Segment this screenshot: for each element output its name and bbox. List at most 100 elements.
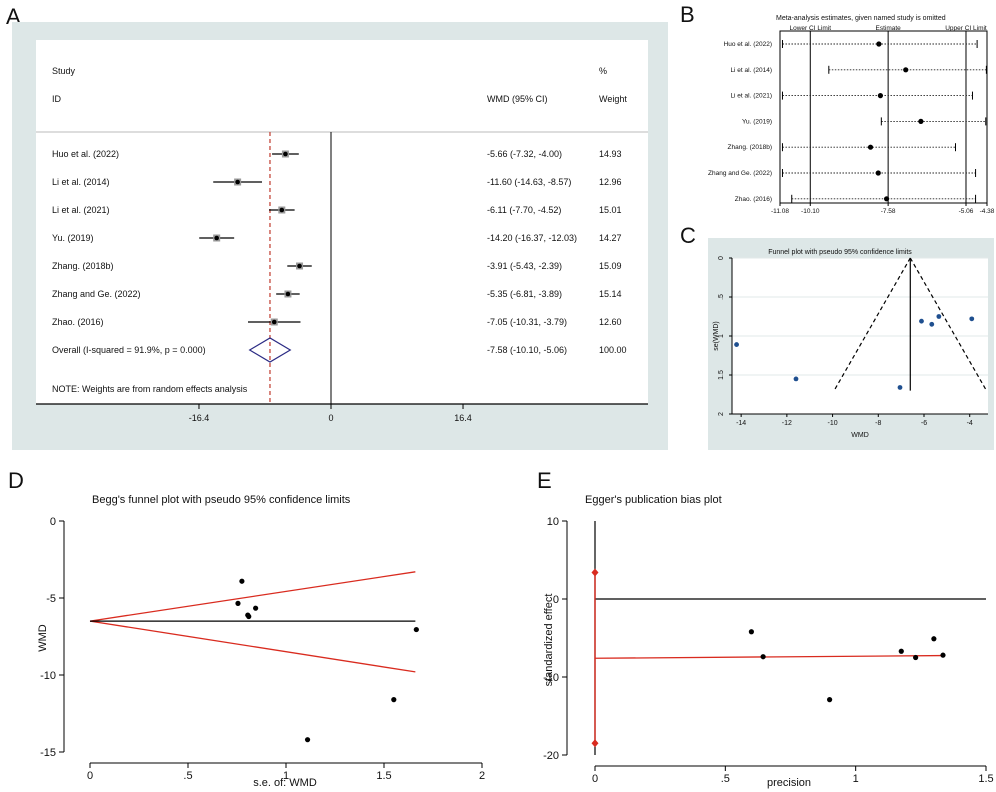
funnel-point	[734, 342, 739, 347]
panel-label-d: D	[8, 468, 24, 493]
panel-a: A Study ID WMD (95% CI) % Weight Huo et …	[6, 4, 668, 450]
begg-point	[239, 578, 245, 584]
lower-limit-line	[89, 620, 416, 673]
sensitivity-study-label: Zhang. (2018b)	[728, 144, 772, 151]
panel-b: B Meta-analysis estimates, given named s…	[680, 2, 995, 215]
y-tick-label: 10	[547, 516, 559, 528]
y-tick-label: 1	[718, 334, 725, 338]
intercept-ci-marker	[591, 568, 599, 577]
study-weight: 12.60	[599, 317, 622, 327]
x-tick-label: -7.58	[881, 208, 896, 215]
study-point	[235, 179, 240, 185]
x-tick-label: -4.38	[980, 208, 995, 215]
x-axis-title: s.e. of: WMD	[253, 777, 317, 789]
forest-x-axis: -16.4 0 16.4	[36, 403, 648, 423]
x-tick-label: 1	[283, 770, 289, 782]
panel-label-b: B	[680, 2, 695, 27]
study-point	[279, 207, 285, 213]
study-label: Zhao. (2016)	[52, 317, 104, 327]
study-weight: 14.27	[599, 233, 622, 243]
study-point	[271, 319, 277, 325]
study-weight: 14.93	[599, 149, 622, 159]
study-ci-text: -7.05 (-10.31, -3.79)	[487, 317, 567, 327]
study-label: Zhang and Ge. (2022)	[52, 289, 141, 299]
estimate-label: Estimate	[875, 25, 901, 32]
x-tick-label: -4	[967, 420, 973, 427]
study-ci-text: -14.20 (-16.37, -12.03)	[487, 233, 577, 243]
y-tick-label: 0	[553, 594, 559, 606]
y-axis-title: standardized effect	[543, 594, 555, 687]
study-weight: 15.09	[599, 261, 622, 271]
sensitivity-point	[903, 67, 909, 73]
header-wmd: WMD (95% CI)	[487, 94, 548, 104]
y-tick-label: -10	[40, 670, 56, 682]
y-tick-label: 0	[718, 256, 725, 260]
study-label: Li et al. (2021)	[52, 205, 110, 215]
lower-ci-label: Lower CI Limit	[790, 25, 832, 32]
study-point	[297, 263, 302, 269]
x-tick-label: 2	[479, 770, 485, 782]
y-tick-label: -5	[46, 593, 56, 605]
funnel-right-limit	[909, 257, 987, 391]
y-tick-label: .5	[718, 294, 725, 300]
funnel-point	[929, 321, 935, 327]
study-ci-text: -11.60 (-14.63, -8.57)	[487, 177, 571, 187]
y-axis-title: WMD	[37, 624, 49, 652]
egger-point	[760, 654, 766, 660]
x-tick-label: 1.5	[376, 770, 391, 782]
study-ci-text: -3.91 (-5.43, -2.39)	[487, 261, 562, 271]
x-tick-label: -8	[875, 420, 881, 427]
x-axis-title: WMD	[851, 432, 869, 439]
egger-point	[827, 697, 833, 703]
egger-point	[898, 648, 904, 654]
begg-point	[391, 697, 397, 703]
sensitivity-title: Meta-analysis estimates, given named stu…	[776, 15, 946, 22]
funnel-title: Funnel plot with pseudo 95% confidence l…	[768, 249, 912, 256]
sensitivity-point	[918, 118, 924, 124]
panel-d: D Begg's funnel plot with pseudo 95% con…	[8, 468, 485, 789]
panel-label-c: C	[680, 223, 696, 248]
x-tick-label: -12	[782, 420, 792, 427]
x-tick-label: -6	[921, 420, 927, 427]
sensitivity-point	[883, 196, 890, 202]
x-tick-label: 1.5	[978, 773, 993, 785]
egger-point	[940, 652, 946, 658]
x-tick-label: 0	[592, 773, 598, 785]
funnel-point	[969, 316, 975, 322]
begg-point	[235, 600, 241, 606]
study-ci-text: -6.11 (-7.70, -4.52)	[487, 205, 561, 215]
x-tick-label: .5	[183, 770, 192, 782]
study-label: Yu. (2019)	[52, 233, 94, 243]
sensitivity-plot: Lower CI Limit Estimate Upper CI Limit Huo …	[708, 25, 995, 215]
sensitivity-study-label: Zhao. (2016)	[735, 196, 772, 203]
study-weight: 15.14	[599, 289, 622, 299]
x-tick-label: -11.08	[771, 208, 789, 215]
y-tick-label: -15	[40, 747, 56, 759]
study-label: Li et al. (2014)	[52, 177, 110, 187]
sensitivity-point	[867, 144, 874, 150]
sensitivity-study-label: Li et al. (2014)	[730, 67, 772, 74]
study-label: Huo et al. (2022)	[52, 149, 119, 159]
study-point	[285, 291, 291, 297]
y-tick-label: -10	[543, 672, 559, 684]
y-tick-label: -20	[543, 750, 559, 762]
sensitivity-study-label: Yu. (2019)	[742, 118, 772, 125]
study-weight: 12.96	[599, 177, 622, 187]
regression-line	[594, 654, 943, 659]
begg-title: Begg's funnel plot with pseudo 95% confi…	[92, 494, 351, 506]
egger-point	[931, 636, 937, 642]
begg-point	[413, 626, 419, 633]
intercept-ci-marker	[591, 739, 599, 748]
study-ci-text: -5.35 (-6.81, -3.89)	[487, 289, 562, 299]
egger-point	[913, 654, 919, 661]
forest-note: NOTE: Weights are from random effects an…	[52, 384, 248, 394]
overall-weight: 100.00	[599, 345, 627, 355]
upper-limit-line	[89, 571, 416, 622]
header-id: ID	[52, 94, 62, 104]
study-point	[214, 235, 219, 241]
funnel-point	[919, 318, 924, 324]
x-tick-label: .5	[721, 773, 730, 785]
panel-c: C Funnel plot with pseudo 95% confidence…	[680, 223, 994, 450]
forest-rows: Huo et al. (2022) -5.66 (-7.32, -4.00) 14.…	[52, 132, 627, 404]
study-point	[283, 151, 288, 157]
